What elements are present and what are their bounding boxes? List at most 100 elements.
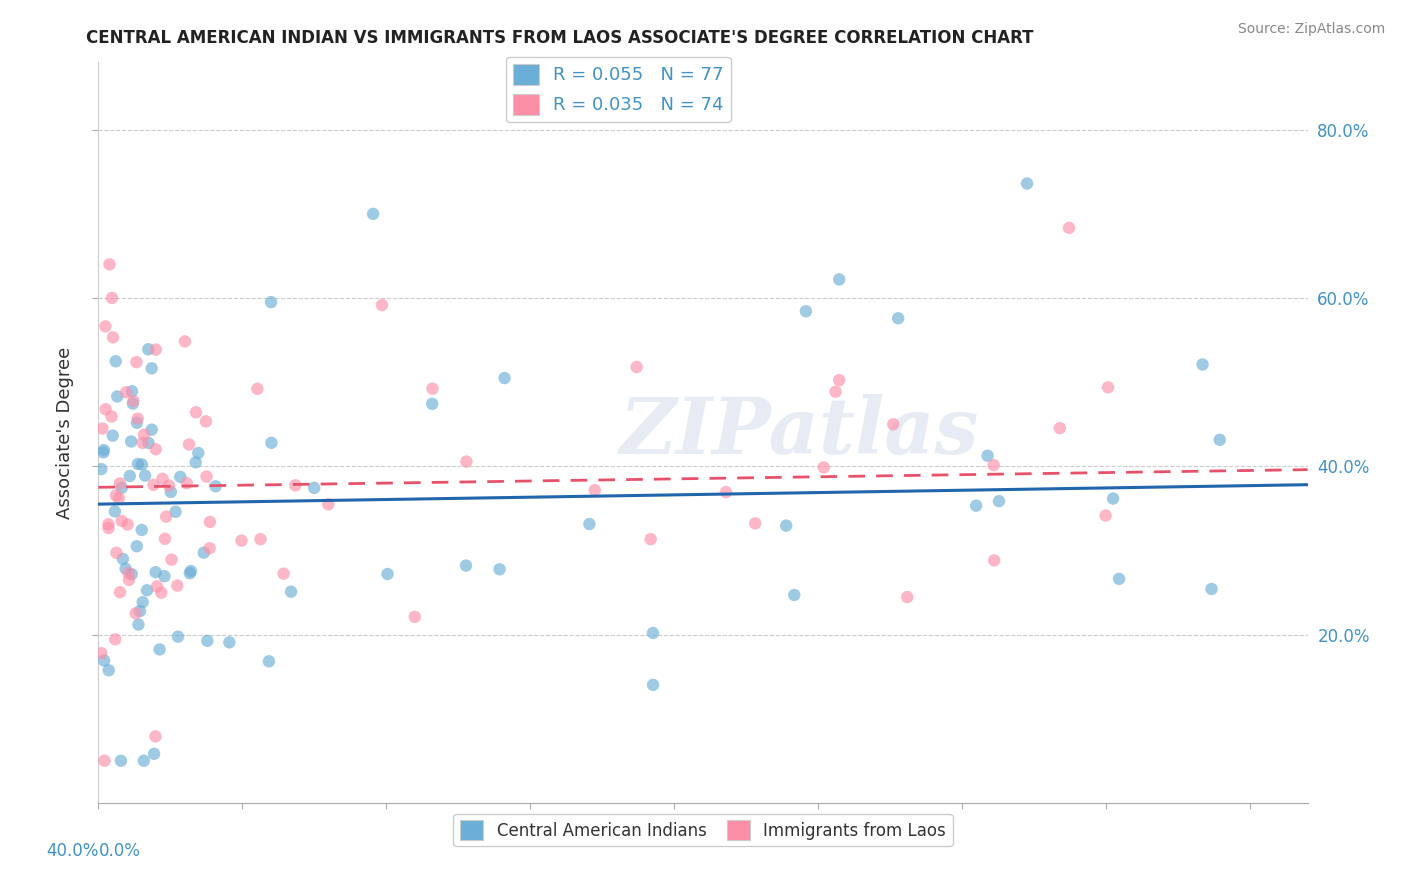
Point xyxy=(121,384,143,399)
Point xyxy=(131,458,153,472)
Point xyxy=(260,295,283,310)
Point xyxy=(1015,177,1038,191)
Point xyxy=(108,476,131,491)
Point xyxy=(783,588,806,602)
Point xyxy=(121,567,143,582)
Point xyxy=(180,564,202,578)
Point xyxy=(578,517,600,532)
Point xyxy=(145,343,167,357)
Point xyxy=(120,434,142,449)
Point xyxy=(136,583,159,598)
Point xyxy=(93,653,115,667)
Point xyxy=(983,553,1005,567)
Point xyxy=(179,566,201,581)
Point xyxy=(1209,433,1232,447)
Point xyxy=(132,754,155,768)
Point xyxy=(157,478,180,492)
Point xyxy=(1049,421,1071,435)
Point xyxy=(131,435,153,450)
Point xyxy=(97,521,120,535)
Point xyxy=(422,382,444,396)
Point xyxy=(152,472,174,486)
Point xyxy=(115,385,138,400)
Point xyxy=(640,532,662,546)
Point xyxy=(111,514,134,528)
Point xyxy=(131,595,153,609)
Point xyxy=(1201,582,1223,596)
Point xyxy=(117,517,139,532)
Point xyxy=(129,604,152,618)
Point xyxy=(626,359,648,374)
Point xyxy=(882,417,904,432)
Point xyxy=(167,630,190,644)
Point xyxy=(744,516,766,531)
Point xyxy=(184,455,207,469)
Point xyxy=(132,427,155,442)
Point xyxy=(98,257,121,271)
Point xyxy=(111,481,134,495)
Point xyxy=(125,355,148,369)
Point xyxy=(160,552,183,566)
Point xyxy=(988,494,1011,508)
Point xyxy=(91,421,114,435)
Point xyxy=(153,569,176,583)
Point xyxy=(142,478,165,492)
Text: 40.0%: 40.0% xyxy=(46,842,98,860)
Text: Source: ZipAtlas.com: Source: ZipAtlas.com xyxy=(1237,22,1385,37)
Point xyxy=(249,532,271,546)
Legend: Central American Indians, Immigrants from Laos: Central American Indians, Immigrants fro… xyxy=(453,814,953,847)
Point xyxy=(125,607,148,621)
Point xyxy=(117,566,139,581)
Point xyxy=(169,470,191,484)
Point xyxy=(141,423,163,437)
Point xyxy=(824,384,846,399)
Point xyxy=(91,445,114,459)
Text: CENTRAL AMERICAN INDIAN VS IMMIGRANTS FROM LAOS ASSOCIATE'S DEGREE CORRELATION C: CENTRAL AMERICAN INDIAN VS IMMIGRANTS FR… xyxy=(86,29,1033,47)
Point xyxy=(111,552,134,566)
Point xyxy=(149,642,172,657)
Point xyxy=(404,610,426,624)
Point xyxy=(97,517,120,532)
Point xyxy=(108,585,131,599)
Point xyxy=(125,416,148,430)
Point xyxy=(93,754,115,768)
Point xyxy=(104,354,127,368)
Point xyxy=(828,272,851,286)
Point xyxy=(122,393,145,408)
Point xyxy=(127,411,149,425)
Text: 0.0%: 0.0% xyxy=(98,842,141,860)
Point xyxy=(1094,508,1116,523)
Point xyxy=(371,298,394,312)
Point xyxy=(136,343,159,357)
Point xyxy=(174,334,197,349)
Point xyxy=(965,499,987,513)
Point xyxy=(775,518,797,533)
Point xyxy=(195,633,218,648)
Point xyxy=(150,585,173,599)
Point xyxy=(131,523,153,537)
Point xyxy=(193,546,215,560)
Point xyxy=(494,371,516,385)
Point xyxy=(143,747,166,761)
Point xyxy=(118,573,141,587)
Point xyxy=(114,561,136,575)
Point xyxy=(1102,491,1125,506)
Point xyxy=(896,590,918,604)
Point xyxy=(976,449,998,463)
Point xyxy=(94,319,117,334)
Point xyxy=(641,626,664,640)
Point xyxy=(195,469,218,483)
Point xyxy=(93,443,115,458)
Point xyxy=(361,207,384,221)
Point xyxy=(641,678,664,692)
Point xyxy=(160,485,183,500)
Point xyxy=(166,578,188,592)
Point xyxy=(377,567,399,582)
Point xyxy=(302,481,325,495)
Point xyxy=(100,409,122,424)
Point xyxy=(153,532,176,546)
Point xyxy=(583,483,606,498)
Point xyxy=(145,730,167,744)
Point xyxy=(108,491,131,506)
Point xyxy=(488,562,510,576)
